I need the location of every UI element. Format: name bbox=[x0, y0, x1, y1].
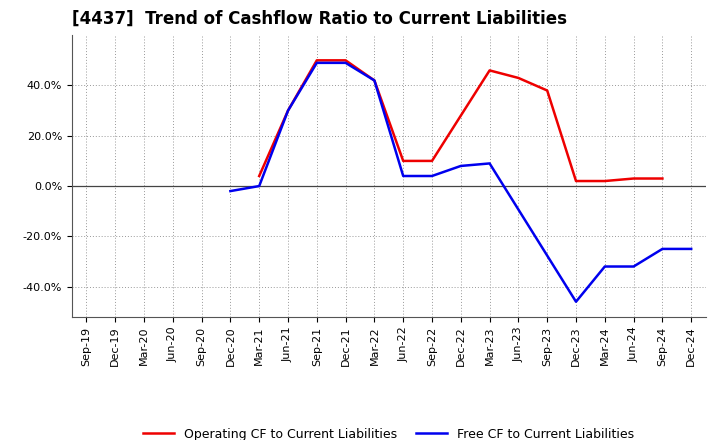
Free CF to Current Liabilities bbox=[572, 299, 580, 304]
Line: Free CF to Current Liabilities: Free CF to Current Liabilities bbox=[230, 63, 691, 302]
Free CF to Current Liabilities bbox=[370, 78, 379, 83]
Operating CF to Current Liabilities bbox=[456, 113, 465, 118]
Line: Operating CF to Current Liabilities: Operating CF to Current Liabilities bbox=[259, 60, 662, 181]
Free CF to Current Liabilities bbox=[312, 60, 321, 66]
Operating CF to Current Liabilities bbox=[600, 178, 609, 183]
Free CF to Current Liabilities bbox=[428, 173, 436, 179]
Free CF to Current Liabilities bbox=[658, 246, 667, 252]
Free CF to Current Liabilities bbox=[255, 183, 264, 189]
Free CF to Current Liabilities bbox=[284, 108, 292, 113]
Free CF to Current Liabilities bbox=[399, 173, 408, 179]
Operating CF to Current Liabilities bbox=[370, 78, 379, 83]
Free CF to Current Liabilities bbox=[687, 246, 696, 252]
Operating CF to Current Liabilities bbox=[514, 75, 523, 81]
Operating CF to Current Liabilities bbox=[428, 158, 436, 164]
Operating CF to Current Liabilities bbox=[255, 173, 264, 179]
Text: [4437]  Trend of Cashflow Ratio to Current Liabilities: [4437] Trend of Cashflow Ratio to Curren… bbox=[72, 10, 567, 28]
Operating CF to Current Liabilities bbox=[572, 178, 580, 183]
Free CF to Current Liabilities bbox=[341, 60, 350, 66]
Operating CF to Current Liabilities bbox=[284, 108, 292, 113]
Legend: Operating CF to Current Liabilities, Free CF to Current Liabilities: Operating CF to Current Liabilities, Fre… bbox=[138, 423, 639, 440]
Free CF to Current Liabilities bbox=[600, 264, 609, 269]
Operating CF to Current Liabilities bbox=[341, 58, 350, 63]
Operating CF to Current Liabilities bbox=[485, 68, 494, 73]
Free CF to Current Liabilities bbox=[226, 188, 235, 194]
Operating CF to Current Liabilities bbox=[312, 58, 321, 63]
Operating CF to Current Liabilities bbox=[543, 88, 552, 93]
Free CF to Current Liabilities bbox=[485, 161, 494, 166]
Operating CF to Current Liabilities bbox=[629, 176, 638, 181]
Operating CF to Current Liabilities bbox=[658, 176, 667, 181]
Free CF to Current Liabilities bbox=[456, 163, 465, 169]
Operating CF to Current Liabilities bbox=[399, 158, 408, 164]
Free CF to Current Liabilities bbox=[629, 264, 638, 269]
